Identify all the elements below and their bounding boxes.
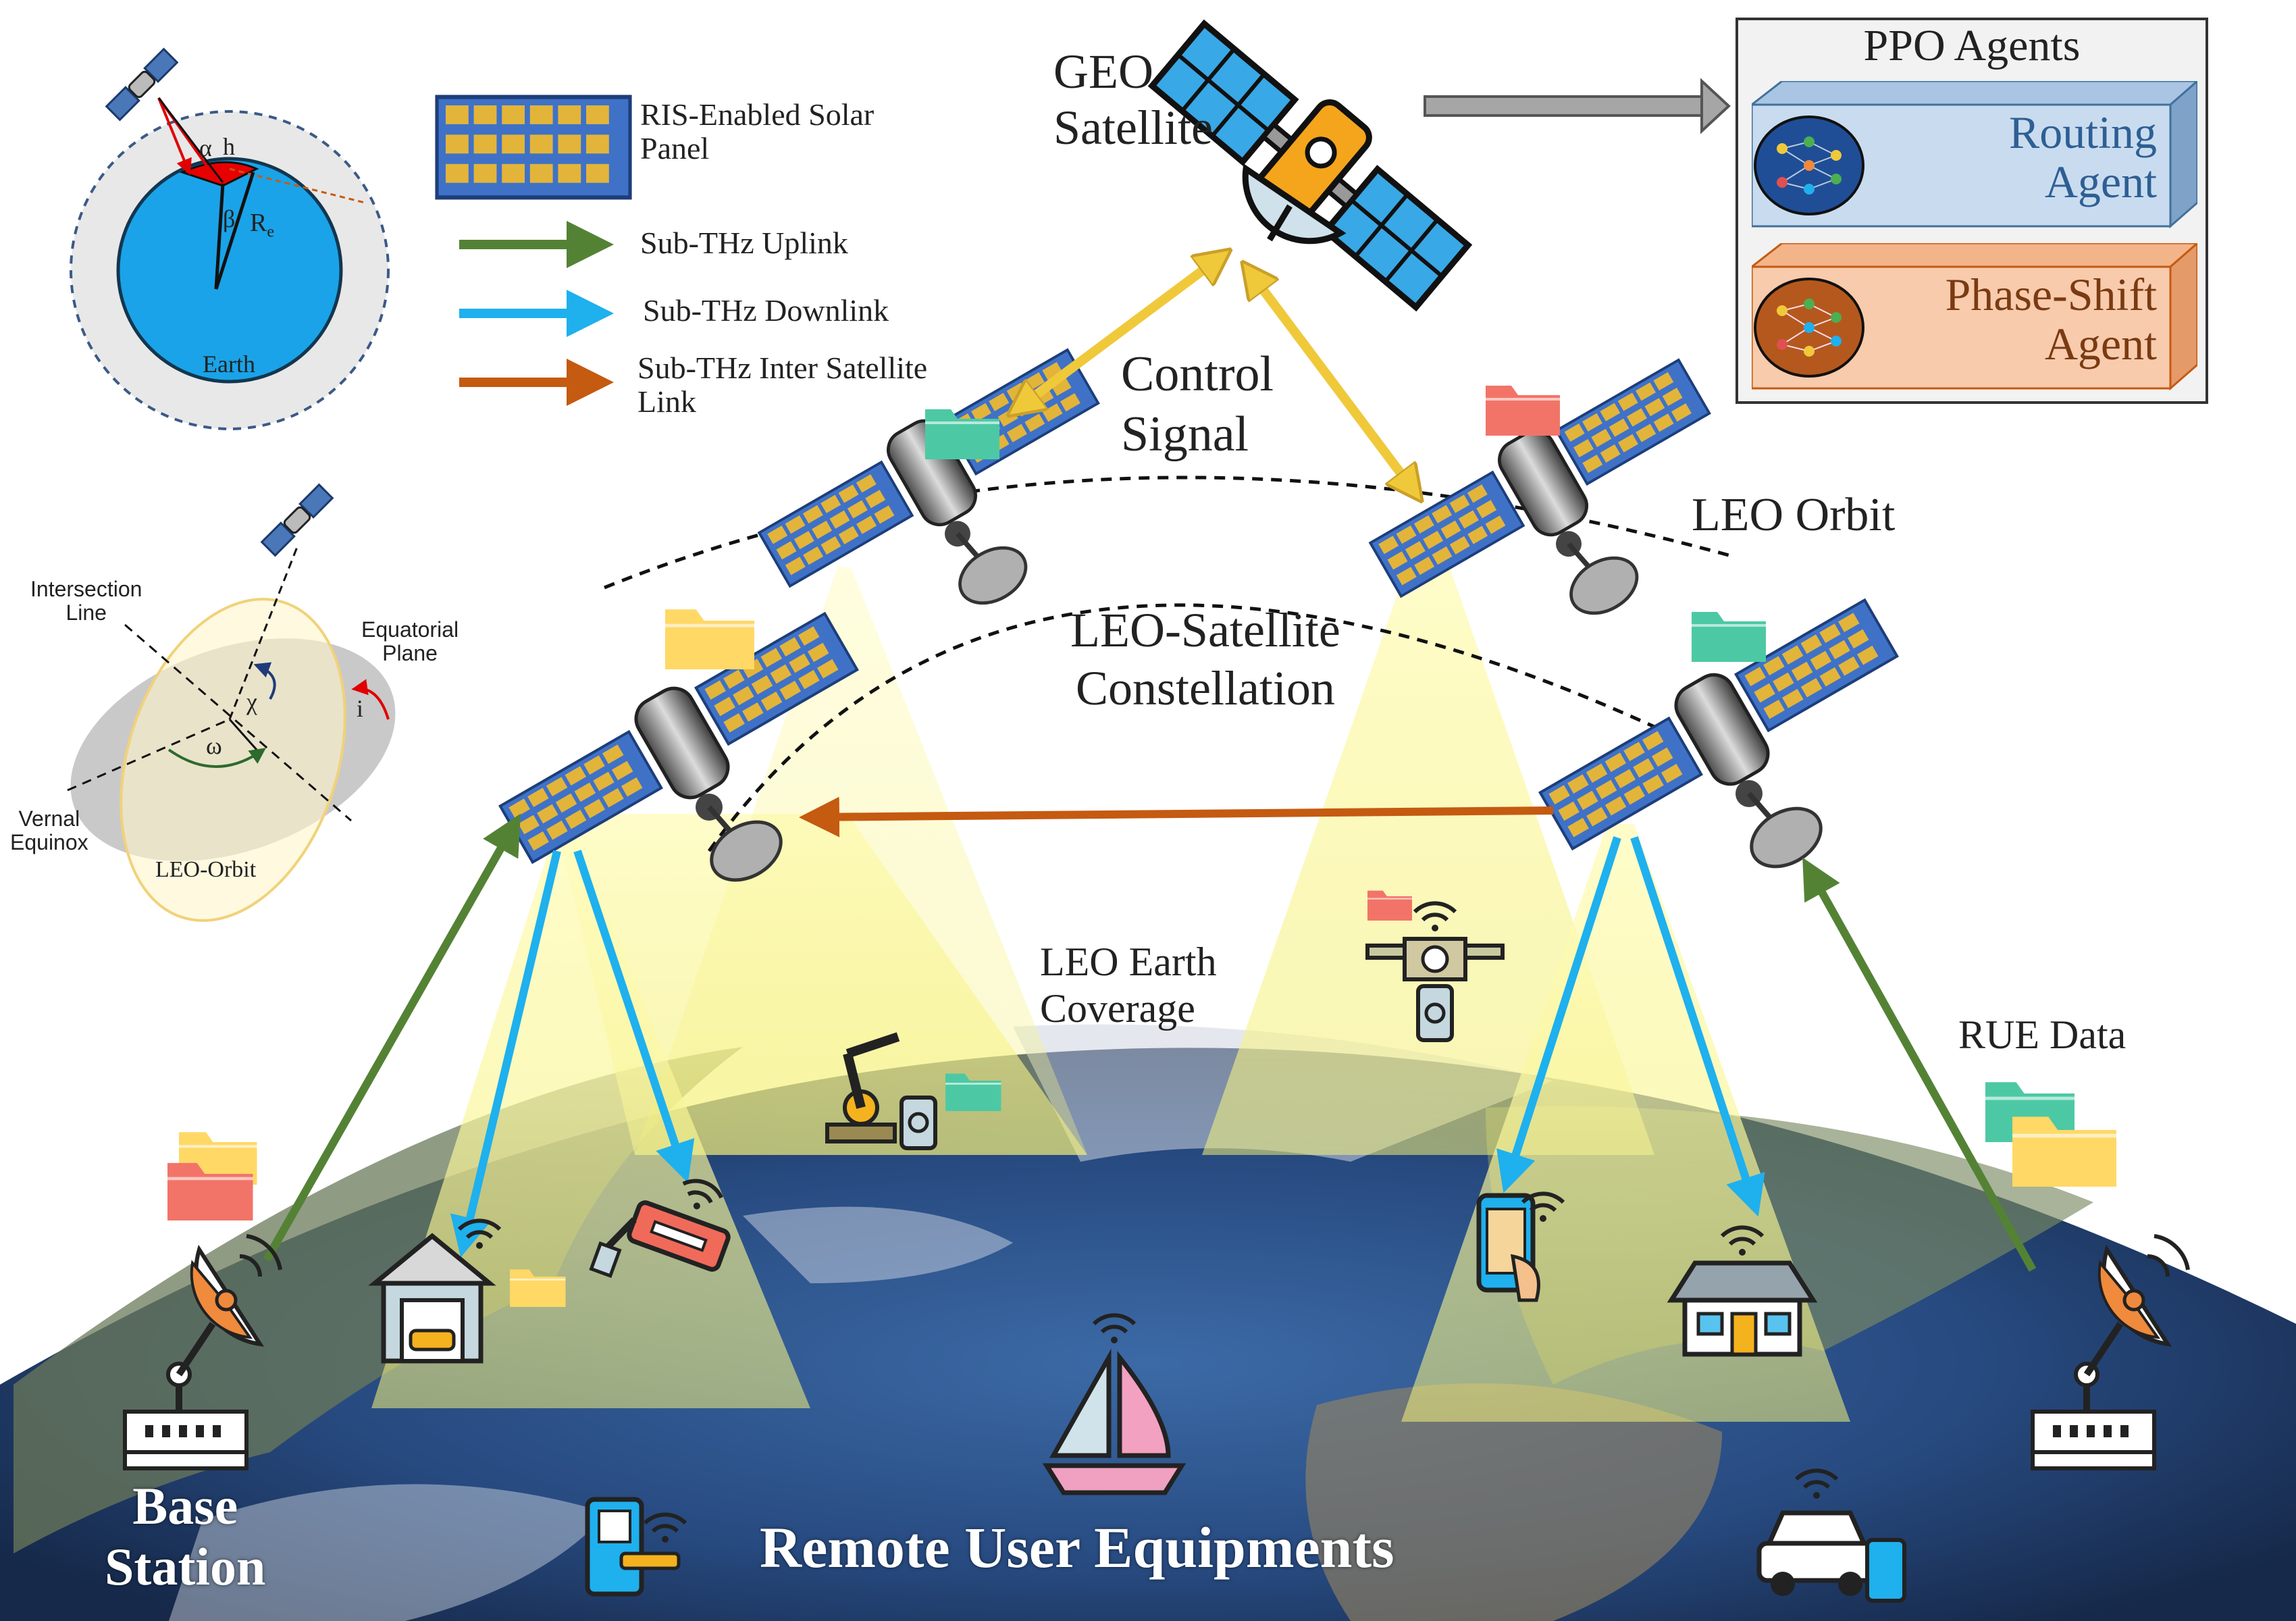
routing-agent-line2: Agent	[2044, 156, 2157, 208]
geometry-inset	[70, 47, 390, 430]
leo-orbit-label: LEO Orbit	[1692, 489, 1896, 541]
downlink-arrow-house	[1630, 836, 1765, 1217]
equatorial-plane-line2: Plane	[382, 640, 438, 665]
equatorial-plane-line1: Equatorial	[361, 617, 459, 642]
chi-label: χ	[246, 688, 257, 715]
leo-constellation-line1: LEO-Satellite	[1070, 603, 1340, 657]
inset-satellite-icon	[105, 47, 179, 122]
earth-radius-symbol: R	[250, 209, 267, 237]
legend-isl-text: Sub-THz Inter Satellite Link	[637, 351, 927, 418]
equatorial-plane-label: Equatorial Plane	[361, 618, 459, 665]
uplink-arrow-left	[263, 813, 521, 1262]
legend-graphics	[437, 97, 630, 406]
phase-shift-agent-line2: Agent	[2044, 318, 2157, 370]
folder-teal-icon-2	[1690, 611, 1767, 663]
geo-satellite-icon	[1147, 19, 1473, 312]
routing-agent-box: Routing Agent	[1752, 81, 2197, 230]
phase-shift-agent-box: Phase-Shift Agent	[1752, 243, 2197, 392]
rue-drone-icon	[1365, 903, 1505, 1042]
ppo-agents-title: PPO Agents	[1863, 21, 2081, 70]
earth-radius-label: Re	[250, 209, 274, 242]
downlink-arrow-garage	[450, 850, 561, 1258]
vernal-equinox-line1: Vernal	[18, 806, 80, 831]
legend-ris-panel-line2: Panel	[640, 130, 710, 165]
legend-ris-panel-line1: RIS-Enabled Solar	[640, 97, 875, 132]
geo-satellite-label: GEO Satellite	[1053, 44, 1213, 156]
phase-shift-agent-graphic	[1752, 243, 2197, 391]
leo-earth-coverage-label: LEO Earth Coverage	[1040, 939, 1217, 1032]
ris-solar-panel-icon	[437, 97, 630, 198]
routing-agent-line1: Routing	[2008, 107, 2157, 158]
phase-shift-agent-line1: Phase-Shift	[1945, 269, 2157, 320]
downlink-arrow-camera	[573, 850, 695, 1183]
legend-isl-line2: Link	[637, 384, 696, 419]
ppo-arrow	[1424, 78, 1731, 134]
orbit-inset	[67, 483, 396, 922]
control-signal-line2: Signal	[1121, 406, 1249, 462]
rue-robot-arm-icon	[825, 1032, 937, 1150]
folder-red-icon	[1484, 384, 1561, 437]
control-signal-line1: Control	[1121, 346, 1274, 402]
vernal-equinox-line2: Equinox	[10, 829, 88, 854]
base-station-line2: Station	[105, 1537, 266, 1596]
leo-constellation-label: LEO-Satellite Constellation	[1070, 601, 1340, 718]
inset-orbit-satellite-icon	[260, 483, 334, 557]
intersection-line-line2: Line	[66, 600, 107, 625]
rue-car-icon	[1756, 1470, 1906, 1603]
geo-satellite-line1: GEO	[1053, 45, 1153, 99]
legend-ris-panel-text: RIS-Enabled Solar Panel	[640, 98, 874, 165]
leo-earth-coverage-line2: Coverage	[1040, 986, 1195, 1031]
rue-smart-lock-icon	[585, 1497, 685, 1597]
legend-uplink-text: Sub-THz Uplink	[640, 226, 848, 260]
uplink-arrow-right	[1802, 857, 2037, 1272]
inter-satellite-link-arrow	[799, 796, 1554, 838]
rue-data-label: RUE Data	[1958, 1012, 2127, 1057]
inset-leo-orbit-label: LEO-Orbit	[155, 857, 257, 882]
omega-label: ω	[206, 732, 222, 759]
routing-agent-label: Routing Agent	[2008, 107, 2157, 208]
earth-radius-subscript: e	[267, 223, 275, 241]
intersection-line-line1: Intersection	[30, 577, 142, 601]
alpha-label: α	[199, 134, 212, 161]
rue-sailboat-icon	[1042, 1315, 1186, 1495]
geo-satellite-line2: Satellite	[1053, 100, 1213, 155]
constellation-orbit-line	[707, 603, 1676, 852]
base-station-line1: Base	[132, 1476, 238, 1535]
ppo-agents-panel: PPO Agents Routing Agent	[1736, 18, 2208, 404]
folder-yellow-icon	[665, 609, 754, 669]
rue-house-icon	[1667, 1227, 1818, 1357]
earth-label: Earth	[203, 351, 255, 378]
inclination-label: i	[357, 695, 364, 722]
rue-camera-icon	[589, 1156, 731, 1279]
rue-garage-icon	[368, 1220, 500, 1364]
legend-isl-line1: Sub-THz Inter Satellite	[637, 351, 928, 385]
leo-earth-coverage-line1: LEO Earth	[1040, 940, 1217, 984]
control-signal-arrow-left	[1013, 253, 1226, 412]
vernal-equinox-label: Vernal Equinox	[10, 807, 88, 854]
intersection-line-label: Intersection Line	[30, 577, 142, 624]
leo-constellation-line2: Constellation	[1075, 661, 1335, 716]
altitude-label: h	[223, 133, 235, 160]
base-station-label: Base Station	[105, 1476, 265, 1597]
communication-links	[263, 253, 2037, 1272]
control-signal-arrow-right	[1246, 267, 1418, 496]
beta-label: β	[223, 205, 236, 232]
control-signal-label: Control Signal	[1121, 344, 1274, 465]
rue-smartphone-icon	[1476, 1193, 1563, 1302]
downlink-arrow-phone	[1496, 836, 1621, 1193]
legend-downlink-text: Sub-THz Downlink	[643, 293, 889, 328]
phase-shift-agent-label: Phase-Shift Agent	[1945, 269, 2157, 370]
remote-user-equipments-label: Remote User Equipments	[760, 1515, 1394, 1580]
routing-agent-graphic	[1752, 81, 2197, 229]
